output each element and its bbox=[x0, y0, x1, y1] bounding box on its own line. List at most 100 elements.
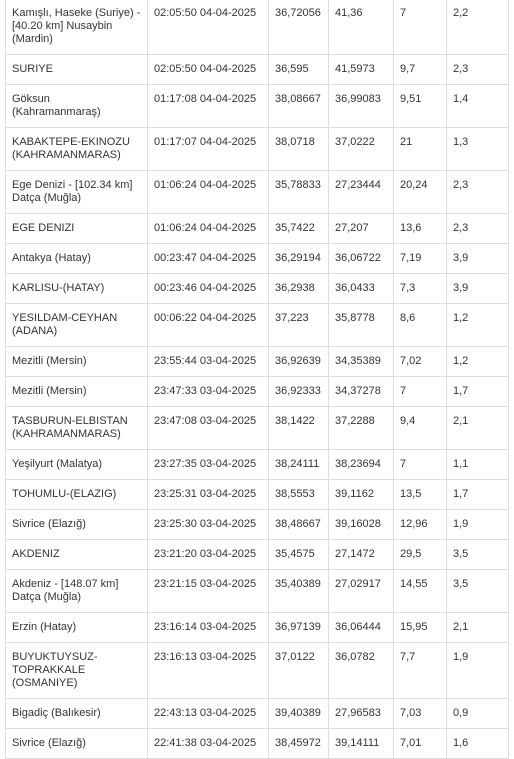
time-cell: 23:25:31 03-04-2025 bbox=[147, 479, 269, 510]
earthquake-table: Kamışlı, Haseke (Suriye) - [40.20 km] Nu… bbox=[5, 0, 509, 759]
magnitude-cell: 1,2 bbox=[446, 303, 509, 347]
longitude-cell: 35,8778 bbox=[328, 303, 394, 347]
longitude-cell: 37,2288 bbox=[328, 406, 394, 450]
magnitude-cell: 1,9 bbox=[446, 509, 509, 540]
latitude-cell: 35,4575 bbox=[268, 539, 329, 570]
latitude-cell: 35,78833 bbox=[268, 170, 329, 214]
depth-cell: 7,01 bbox=[393, 728, 447, 759]
location-cell: KABAKTEPE-EKINOZU (KAHRAMANMARAS) bbox=[5, 127, 148, 171]
location-cell: BUYUKTUYSUZ-TOPRAKKALE (OSMANIYE) bbox=[5, 642, 148, 699]
magnitude-cell: 2,1 bbox=[446, 406, 509, 450]
location-cell: KARLISU-(HATAY) bbox=[5, 273, 148, 304]
table-row: YESILDAM-CEYHAN (ADANA) 00:06:22 04-04-20… bbox=[5, 303, 509, 347]
latitude-cell: 39,40389 bbox=[268, 698, 329, 729]
depth-cell: 7 bbox=[393, 0, 447, 55]
location-cell: Sivrice (Elazığ) bbox=[5, 728, 148, 759]
time-cell: 23:47:33 03-04-2025 bbox=[147, 376, 269, 407]
longitude-cell: 39,16028 bbox=[328, 509, 394, 540]
depth-cell: 15,95 bbox=[393, 612, 447, 643]
location-cell: Göksun (Kahramanmaraş) bbox=[5, 84, 148, 128]
location-cell: Akdeniz - [148.07 km] Datça (Muğla) bbox=[5, 569, 148, 613]
magnitude-cell: 1,1 bbox=[446, 449, 509, 480]
location-cell: Erzin (Hatay) bbox=[5, 612, 148, 643]
magnitude-cell: 1,3 bbox=[446, 127, 509, 171]
location-cell: Mezitli (Mersin) bbox=[5, 376, 148, 407]
latitude-cell: 38,08667 bbox=[268, 84, 329, 128]
longitude-cell: 34,37278 bbox=[328, 376, 394, 407]
table-row: Mezitli (Mersin) 23:55:44 03-04-2025 36,92… bbox=[5, 346, 509, 377]
table-row: TASBURUN-ELBISTAN (KAHRAMANMARAS) 23:47:0… bbox=[5, 406, 509, 450]
depth-cell: 7,7 bbox=[393, 642, 447, 699]
location-cell: Kamışlı, Haseke (Suriye) - [40.20 km] Nu… bbox=[5, 0, 148, 55]
table-row: KABAKTEPE-EKINOZU (KAHRAMANMARAS) 01:17:0… bbox=[5, 127, 509, 171]
table-row: SURIYE 02:05:50 04-04-2025 36,595 41,5973 9,… bbox=[5, 54, 509, 85]
time-cell: 02:05:50 04-04-2025 bbox=[147, 54, 269, 85]
table-row: BUYUKTUYSUZ-TOPRAKKALE (OSMANIYE) 23:16:1… bbox=[5, 642, 509, 699]
location-cell: TASBURUN-ELBISTAN (KAHRAMANMARAS) bbox=[5, 406, 148, 450]
longitude-cell: 37,0222 bbox=[328, 127, 394, 171]
longitude-cell: 41,5973 bbox=[328, 54, 394, 85]
time-cell: 23:16:13 03-04-2025 bbox=[147, 642, 269, 699]
depth-cell: 13,5 bbox=[393, 479, 447, 510]
magnitude-cell: 1,7 bbox=[446, 376, 509, 407]
latitude-cell: 36,595 bbox=[268, 54, 329, 85]
location-cell: Ege Denizi - [102.34 km] Datça (Muğla) bbox=[5, 170, 148, 214]
latitude-cell: 36,92639 bbox=[268, 346, 329, 377]
time-cell: 22:43:13 03-04-2025 bbox=[147, 698, 269, 729]
location-cell: TOHUMLU-(ELAZIG) bbox=[5, 479, 148, 510]
depth-cell: 29,5 bbox=[393, 539, 447, 570]
latitude-cell: 37,0122 bbox=[268, 642, 329, 699]
location-cell: SURIYE bbox=[5, 54, 148, 85]
latitude-cell: 38,48667 bbox=[268, 509, 329, 540]
table-row: Ege Denizi - [102.34 km] Datça (Muğla) 01… bbox=[5, 170, 509, 214]
magnitude-cell: 1,6 bbox=[446, 728, 509, 759]
time-cell: 23:16:14 03-04-2025 bbox=[147, 612, 269, 643]
magnitude-cell: 2,2 bbox=[446, 0, 509, 55]
depth-cell: 8,6 bbox=[393, 303, 447, 347]
latitude-cell: 38,45972 bbox=[268, 728, 329, 759]
table-row: Antakya (Hatay) 00:23:47 04-04-2025 36,291… bbox=[5, 243, 509, 274]
location-cell: Yeşilyurt (Malatya) bbox=[5, 449, 148, 480]
latitude-cell: 38,1422 bbox=[268, 406, 329, 450]
depth-cell: 9,4 bbox=[393, 406, 447, 450]
longitude-cell: 41,36 bbox=[328, 0, 394, 55]
latitude-cell: 38,24111 bbox=[268, 449, 329, 480]
depth-cell: 21 bbox=[393, 127, 447, 171]
time-cell: 00:23:47 04-04-2025 bbox=[147, 243, 269, 274]
depth-cell: 7,19 bbox=[393, 243, 447, 274]
table-row: TOHUMLU-(ELAZIG) 23:25:31 03-04-2025 38,55… bbox=[5, 479, 509, 510]
latitude-cell: 35,7422 bbox=[268, 213, 329, 244]
location-cell: Bigadiç (Balıkesir) bbox=[5, 698, 148, 729]
longitude-cell: 36,06722 bbox=[328, 243, 394, 274]
magnitude-cell: 1,7 bbox=[446, 479, 509, 510]
table-row: Bigadiç (Balıkesir) 22:43:13 03-04-2025 39… bbox=[5, 698, 509, 729]
magnitude-cell: 1,4 bbox=[446, 84, 509, 128]
time-cell: 00:06:22 04-04-2025 bbox=[147, 303, 269, 347]
table-row: Akdeniz - [148.07 km] Datça (Muğla) 23:21… bbox=[5, 569, 509, 613]
longitude-cell: 36,0782 bbox=[328, 642, 394, 699]
magnitude-cell: 3,9 bbox=[446, 243, 509, 274]
latitude-cell: 38,5553 bbox=[268, 479, 329, 510]
time-cell: 23:21:20 03-04-2025 bbox=[147, 539, 269, 570]
time-cell: 01:06:24 04-04-2025 bbox=[147, 213, 269, 244]
depth-cell: 13,6 bbox=[393, 213, 447, 244]
longitude-cell: 27,207 bbox=[328, 213, 394, 244]
time-cell: 23:27:35 03-04-2025 bbox=[147, 449, 269, 480]
location-cell: Sivrice (Elazığ) bbox=[5, 509, 148, 540]
latitude-cell: 38,0718 bbox=[268, 127, 329, 171]
magnitude-cell: 2,3 bbox=[446, 54, 509, 85]
location-cell: AKDENIZ bbox=[5, 539, 148, 570]
latitude-cell: 37,223 bbox=[268, 303, 329, 347]
location-cell: Mezitli (Mersin) bbox=[5, 346, 148, 377]
longitude-cell: 38,23694 bbox=[328, 449, 394, 480]
longitude-cell: 27,02917 bbox=[328, 569, 394, 613]
depth-cell: 7,3 bbox=[393, 273, 447, 304]
table-row: Sivrice (Elazığ) 22:41:38 03-04-2025 38,45… bbox=[5, 728, 509, 759]
time-cell: 01:17:08 04-04-2025 bbox=[147, 84, 269, 128]
depth-cell: 14,55 bbox=[393, 569, 447, 613]
depth-cell: 7,03 bbox=[393, 698, 447, 729]
table-row: AKDENIZ 23:21:20 03-04-2025 35,4575 27,1472… bbox=[5, 539, 509, 570]
magnitude-cell: 2,3 bbox=[446, 213, 509, 244]
latitude-cell: 36,72056 bbox=[268, 0, 329, 55]
depth-cell: 20,24 bbox=[393, 170, 447, 214]
